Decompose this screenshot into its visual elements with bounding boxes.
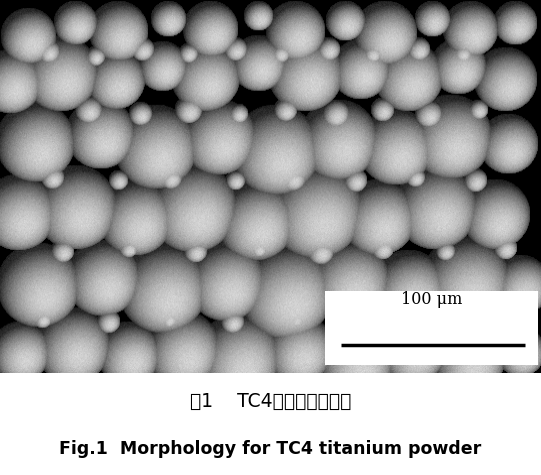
Text: 100 μm: 100 μm xyxy=(401,291,463,308)
FancyBboxPatch shape xyxy=(325,291,538,365)
Text: Fig.1  Morphology for TC4 titanium powder: Fig.1 Morphology for TC4 titanium powder xyxy=(60,440,481,458)
Text: 图1    TC4钛合金粉末形貌: 图1 TC4钛合金粉末形貌 xyxy=(190,392,351,411)
